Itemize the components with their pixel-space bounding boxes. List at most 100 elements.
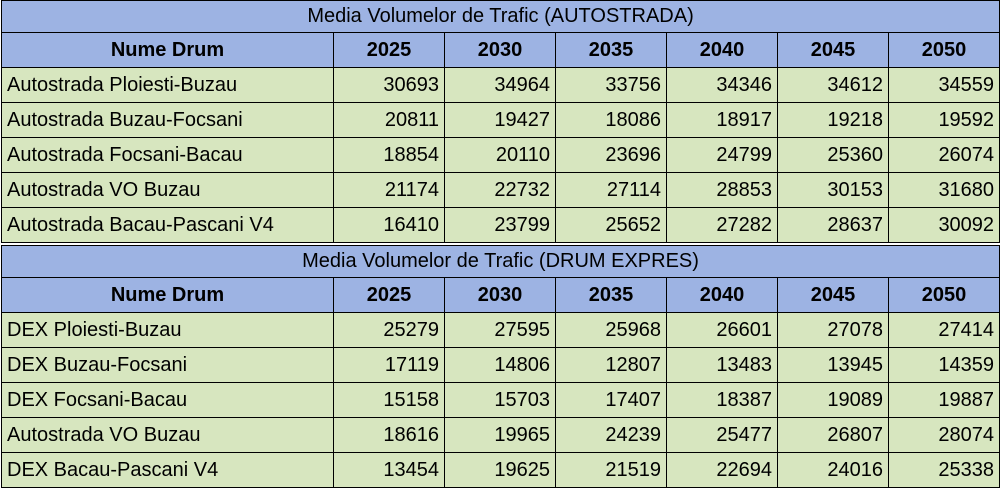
traffic-value-cell: 30693 — [333, 67, 445, 103]
traffic-value-cell: 12807 — [555, 347, 667, 383]
table-title: Media Volumelor de Trafic (DRUM EXPRES) — [0, 245, 1000, 278]
traffic-value-cell: 21174 — [333, 172, 445, 208]
road-name-cell: Autostrada Buzau-Focsani — [1, 102, 334, 138]
traffic-value-cell: 13483 — [666, 347, 778, 383]
traffic-value-cell: 28074 — [887, 417, 1000, 453]
traffic-value-cell: 28637 — [777, 207, 889, 243]
road-name-cell: Autostrada Bacau-Pascani V4 — [1, 207, 334, 243]
traffic-value-cell: 34964 — [444, 67, 556, 103]
table-row: DEX Ploiesti-Buzau 25279 27595 25968 26601 27… — [1, 312, 1000, 348]
autostrada-traffic-table: Media Volumelor de Trafic (AUTOSTRADA) Nu… — [0, 0, 1000, 243]
traffic-value-cell: 26807 — [777, 417, 889, 453]
traffic-value-cell: 27078 — [777, 312, 889, 348]
traffic-value-cell: 18917 — [666, 102, 778, 138]
column-header-year: 2040 — [666, 32, 778, 68]
traffic-value-cell: 25477 — [666, 417, 778, 453]
traffic-value-cell: 30153 — [777, 172, 889, 208]
traffic-value-cell: 27414 — [887, 312, 1000, 348]
traffic-value-cell: 19427 — [444, 102, 556, 138]
column-header-year: 2045 — [777, 32, 889, 68]
traffic-value-cell: 25279 — [333, 312, 445, 348]
table-title: Media Volumelor de Trafic (AUTOSTRADA) — [0, 0, 1000, 33]
traffic-value-cell: 22732 — [444, 172, 556, 208]
traffic-value-cell: 34612 — [777, 67, 889, 103]
column-header-name: Nume Drum — [1, 277, 334, 313]
road-name-cell: Autostrada Focsani-Bacau — [1, 137, 334, 173]
road-name-cell: Autostrada Ploiesti-Buzau — [1, 67, 334, 103]
table-header-row: Nume Drum 2025 2030 2035 2040 2045 2050 — [1, 32, 1000, 68]
table-row: Autostrada Buzau-Focsani 20811 19427 18086 1… — [1, 102, 1000, 138]
column-header-year: 2025 — [333, 277, 445, 313]
table-row: DEX Buzau-Focsani 17119 14806 12807 13483 139… — [1, 347, 1000, 383]
traffic-value-cell: 19218 — [777, 102, 889, 138]
column-header-year: 2040 — [666, 277, 778, 313]
traffic-value-cell: 25968 — [555, 312, 667, 348]
table-row: Autostrada Bacau-Pascani V4 16410 23799 256… — [1, 207, 1000, 243]
drum-expres-traffic-table: Media Volumelor de Trafic (DRUM EXPRES) N… — [0, 245, 1000, 488]
traffic-value-cell: 19887 — [887, 382, 1000, 418]
traffic-value-cell: 19089 — [777, 382, 889, 418]
traffic-value-cell: 18086 — [555, 102, 667, 138]
traffic-value-cell: 30092 — [887, 207, 1000, 243]
traffic-value-cell: 17119 — [333, 347, 445, 383]
column-header-year: 2050 — [887, 32, 1000, 68]
traffic-value-cell: 13945 — [777, 347, 889, 383]
traffic-value-cell: 24016 — [777, 452, 889, 488]
traffic-value-cell: 25338 — [887, 452, 1000, 488]
column-header-year: 2035 — [555, 32, 667, 68]
traffic-value-cell: 18854 — [333, 137, 445, 173]
road-name-cell: Autostrada VO Buzau — [1, 172, 334, 208]
table-row: Autostrada Focsani-Bacau 18854 20110 23696 2… — [1, 137, 1000, 173]
table-row: Autostrada VO Buzau 21174 22732 27114 28853 3… — [1, 172, 1000, 208]
column-header-year: 2030 — [444, 32, 556, 68]
traffic-value-cell: 14806 — [444, 347, 556, 383]
column-header-year: 2045 — [777, 277, 889, 313]
table-row: DEX Focsani-Bacau 15158 15703 17407 18387 190… — [1, 382, 1000, 418]
road-name-cell: DEX Bacau-Pascani V4 — [1, 452, 334, 488]
traffic-value-cell: 28853 — [666, 172, 778, 208]
traffic-value-cell: 19592 — [887, 102, 1000, 138]
traffic-value-cell: 25652 — [555, 207, 667, 243]
traffic-value-cell: 14359 — [887, 347, 1000, 383]
traffic-value-cell: 17407 — [555, 382, 667, 418]
traffic-value-cell: 31680 — [887, 172, 1000, 208]
table-row: DEX Bacau-Pascani V4 13454 19625 21519 22694… — [1, 452, 1000, 488]
traffic-value-cell: 20110 — [444, 137, 556, 173]
traffic-value-cell: 23696 — [555, 137, 667, 173]
table-row: Autostrada VO Buzau 18616 19965 24239 25477 2… — [1, 417, 1000, 453]
traffic-value-cell: 19625 — [444, 452, 556, 488]
traffic-value-cell: 23799 — [444, 207, 556, 243]
traffic-value-cell: 33756 — [555, 67, 667, 103]
traffic-value-cell: 27114 — [555, 172, 667, 208]
road-name-cell: DEX Buzau-Focsani — [1, 347, 334, 383]
table-row: Autostrada Ploiesti-Buzau 30693 34964 33756… — [1, 67, 1000, 103]
road-name-cell: DEX Focsani-Bacau — [1, 382, 334, 418]
traffic-value-cell: 34559 — [887, 67, 1000, 103]
traffic-value-cell: 27282 — [666, 207, 778, 243]
traffic-value-cell: 26601 — [666, 312, 778, 348]
table-header-row: Nume Drum 2025 2030 2035 2040 2045 2050 — [1, 277, 1000, 313]
traffic-value-cell: 20811 — [333, 102, 445, 138]
traffic-value-cell: 27595 — [444, 312, 556, 348]
column-header-year: 2030 — [444, 277, 556, 313]
column-header-name: Nume Drum — [1, 32, 334, 68]
traffic-value-cell: 15703 — [444, 382, 556, 418]
column-header-year: 2025 — [333, 32, 445, 68]
traffic-value-cell: 22694 — [666, 452, 778, 488]
traffic-value-cell: 15158 — [333, 382, 445, 418]
traffic-value-cell: 25360 — [777, 137, 889, 173]
traffic-value-cell: 18616 — [333, 417, 445, 453]
traffic-value-cell: 26074 — [887, 137, 1000, 173]
traffic-value-cell: 16410 — [333, 207, 445, 243]
road-name-cell: DEX Ploiesti-Buzau — [1, 312, 334, 348]
traffic-value-cell: 24239 — [555, 417, 667, 453]
traffic-value-cell: 19965 — [444, 417, 556, 453]
traffic-value-cell: 24799 — [666, 137, 778, 173]
column-header-year: 2035 — [555, 277, 667, 313]
road-name-cell: Autostrada VO Buzau — [1, 417, 334, 453]
traffic-value-cell: 21519 — [555, 452, 667, 488]
column-header-year: 2050 — [887, 277, 1000, 313]
traffic-value-cell: 13454 — [333, 452, 445, 488]
traffic-value-cell: 18387 — [666, 382, 778, 418]
